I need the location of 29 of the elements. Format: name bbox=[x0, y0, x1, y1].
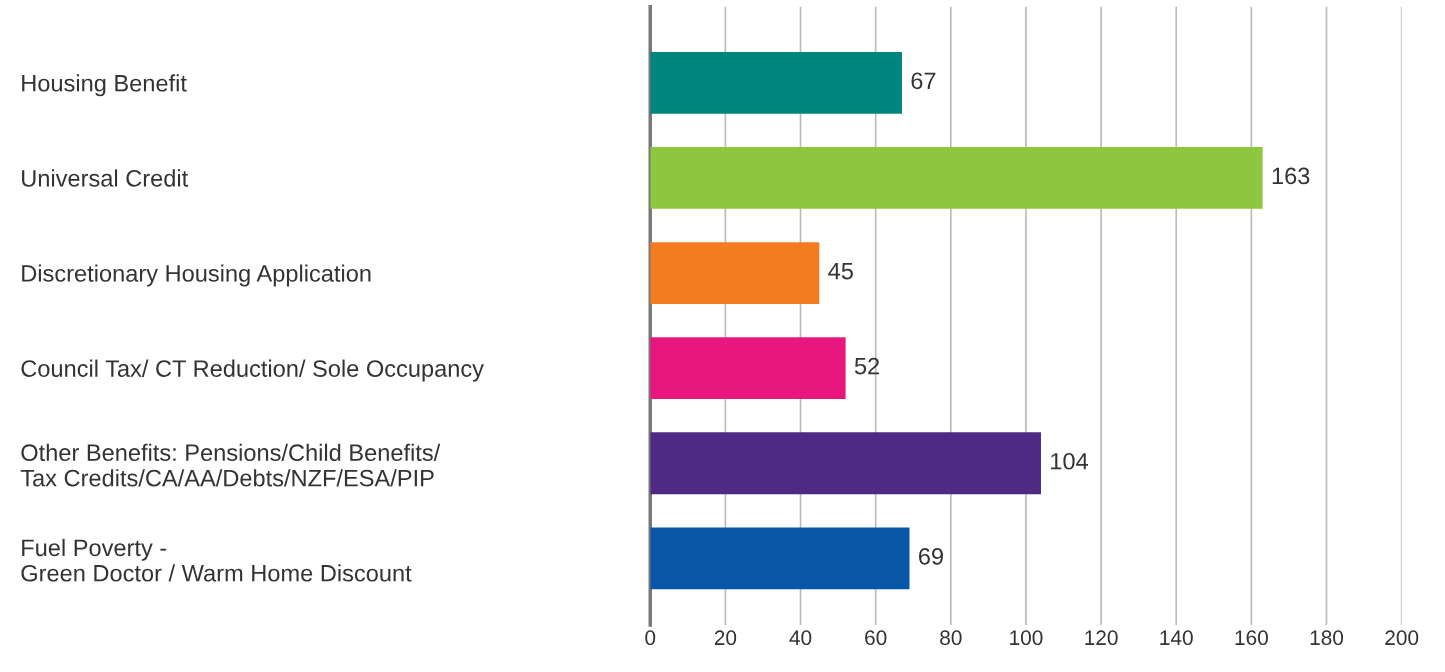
x-tick-label: 180 bbox=[1310, 630, 1344, 646]
bar bbox=[650, 147, 1263, 209]
y-tick-label: Council Tax/ CT Reduction/ Sole Occupancy bbox=[21, 359, 484, 382]
x-tick-label: 140 bbox=[1160, 630, 1193, 646]
x-tick-label: 20 bbox=[714, 630, 737, 646]
bar bbox=[650, 337, 846, 400]
y-tick-label: Universal Credit bbox=[22, 169, 189, 187]
bar bbox=[650, 242, 820, 304]
data-label: 45 bbox=[828, 262, 853, 280]
data-label: 163 bbox=[1272, 167, 1310, 185]
x-tick-label: 60 bbox=[865, 630, 887, 646]
data-label: 69 bbox=[919, 548, 943, 565]
bar bbox=[650, 527, 910, 590]
y-tick-label: Other Benefits: Pensions/Child Benefits/ Tax Credits/CA/AA/Debts/NZF/ESA/PIP bbox=[20, 443, 441, 487]
x-tick-label: 40 bbox=[789, 630, 812, 646]
bar bbox=[650, 432, 1041, 495]
bar bbox=[650, 51, 902, 114]
x-tick-label: 100 bbox=[1010, 630, 1043, 646]
x-tick-label: 0 bbox=[645, 630, 656, 646]
y-tick-label: Discretionary Housing Application bbox=[22, 264, 371, 287]
data-label: 104 bbox=[1051, 452, 1089, 470]
x-tick-label: 80 bbox=[940, 630, 962, 646]
y-tick-label: Fuel Poverty - Green Doctor / Warm Home Discount bbox=[21, 538, 412, 582]
x-tick-label: 200 bbox=[1385, 630, 1419, 646]
data-label: 67 bbox=[911, 72, 936, 90]
x-tick-label: 120 bbox=[1085, 630, 1118, 646]
data-label: 52 bbox=[854, 357, 880, 375]
x-tick-label: 160 bbox=[1235, 630, 1268, 646]
y-tick-label: Housing Benefit bbox=[22, 74, 187, 97]
